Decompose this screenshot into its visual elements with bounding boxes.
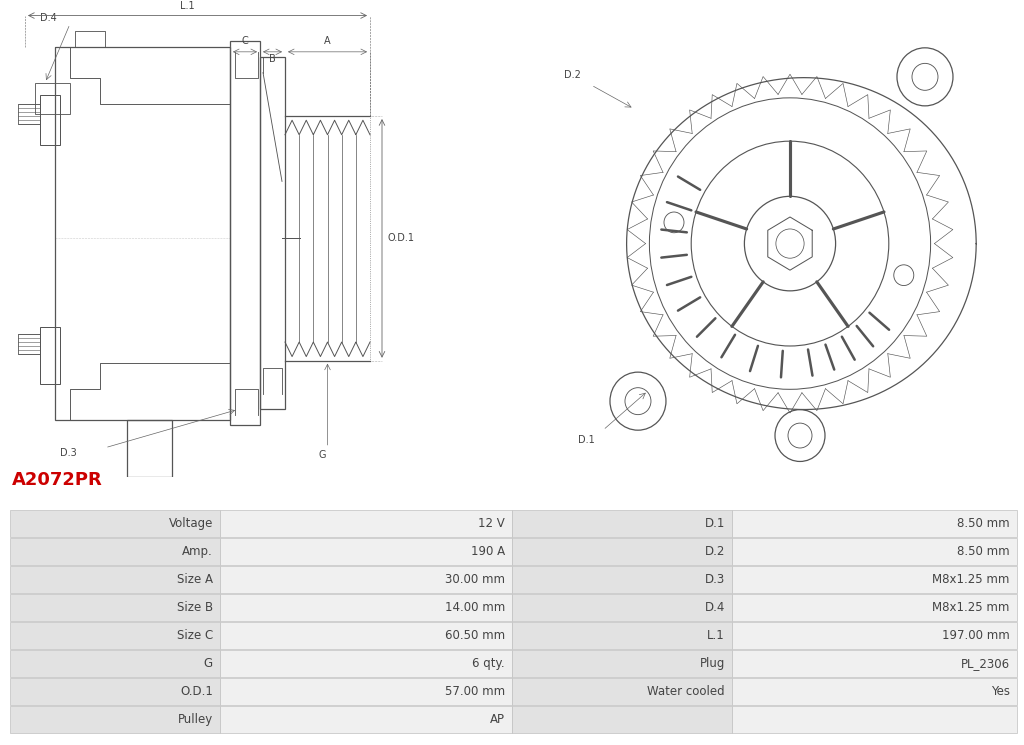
Bar	[40, 95, 60, 145]
Bar	[220, 706, 512, 733]
Bar	[220, 510, 512, 537]
Text: Voltage: Voltage	[169, 517, 213, 530]
Bar	[220, 650, 512, 677]
Text: B: B	[269, 54, 275, 64]
Text: Size B: Size B	[177, 601, 213, 614]
Bar	[10, 622, 220, 649]
Text: C: C	[242, 36, 249, 45]
Bar	[220, 595, 512, 621]
Bar	[220, 538, 512, 565]
Bar	[512, 510, 732, 537]
Text: D.3: D.3	[60, 448, 77, 458]
Text: G: G	[204, 657, 213, 670]
Bar	[732, 650, 1017, 677]
Text: L.1: L.1	[180, 1, 195, 11]
Bar	[220, 622, 512, 649]
Text: PL_2306: PL_2306	[961, 657, 1010, 670]
Text: A2072PR: A2072PR	[12, 472, 103, 489]
Text: M8x1.25 mm: M8x1.25 mm	[932, 601, 1010, 614]
Text: 57.00 mm: 57.00 mm	[444, 685, 505, 698]
Bar	[732, 566, 1017, 593]
Text: A: A	[325, 36, 331, 45]
Text: 197.00 mm: 197.00 mm	[942, 629, 1010, 642]
Bar	[10, 538, 220, 565]
Bar	[512, 650, 732, 677]
Text: 12 V: 12 V	[478, 517, 505, 530]
Text: 30.00 mm: 30.00 mm	[444, 573, 505, 586]
Text: Water cooled: Water cooled	[647, 685, 725, 698]
Bar	[285, 116, 370, 361]
Text: 60.50 mm: 60.50 mm	[444, 629, 505, 642]
Bar	[10, 510, 220, 537]
Bar	[230, 42, 260, 425]
Text: D.2: D.2	[705, 545, 725, 558]
Text: O.D.1: O.D.1	[387, 233, 414, 244]
Bar	[18, 334, 40, 355]
Text: M8x1.25 mm: M8x1.25 mm	[932, 573, 1010, 586]
Text: 14.00 mm: 14.00 mm	[444, 601, 505, 614]
Text: Plug: Plug	[699, 657, 725, 670]
Bar	[10, 650, 220, 677]
Bar	[732, 510, 1017, 537]
Bar	[512, 566, 732, 593]
Bar	[732, 622, 1017, 649]
Text: 8.50 mm: 8.50 mm	[957, 545, 1010, 558]
Bar	[10, 566, 220, 593]
Bar	[732, 595, 1017, 621]
Text: O.D.1: O.D.1	[180, 685, 213, 698]
Bar	[512, 622, 732, 649]
Bar	[127, 419, 172, 477]
Text: Size C: Size C	[177, 629, 213, 642]
Text: Amp.: Amp.	[182, 545, 213, 558]
Bar	[10, 595, 220, 621]
Bar	[732, 678, 1017, 705]
Bar	[40, 326, 60, 384]
Text: AP: AP	[489, 713, 505, 726]
Text: 8.50 mm: 8.50 mm	[957, 517, 1010, 530]
Text: Size A: Size A	[177, 573, 213, 586]
Bar	[512, 706, 732, 733]
Bar	[18, 104, 40, 124]
Bar	[220, 566, 512, 593]
Bar	[512, 538, 732, 565]
Text: D.4: D.4	[705, 601, 725, 614]
Bar	[10, 706, 220, 733]
Text: D.4: D.4	[40, 13, 56, 23]
Bar	[55, 47, 230, 419]
Text: D.1: D.1	[705, 517, 725, 530]
Text: G: G	[318, 450, 327, 460]
Text: Pulley: Pulley	[178, 713, 213, 726]
Bar	[260, 57, 285, 410]
Text: D.1: D.1	[578, 434, 595, 445]
Bar	[35, 83, 70, 114]
Text: L.1: L.1	[708, 629, 725, 642]
Text: 6 qty.: 6 qty.	[472, 657, 505, 670]
Bar	[512, 678, 732, 705]
Bar	[10, 678, 220, 705]
Text: D.2: D.2	[564, 70, 581, 80]
Bar	[732, 538, 1017, 565]
Bar	[512, 595, 732, 621]
Bar	[220, 678, 512, 705]
Bar	[732, 706, 1017, 733]
Text: D.3: D.3	[705, 573, 725, 586]
Text: Yes: Yes	[990, 685, 1010, 698]
Text: 190 A: 190 A	[471, 545, 505, 558]
